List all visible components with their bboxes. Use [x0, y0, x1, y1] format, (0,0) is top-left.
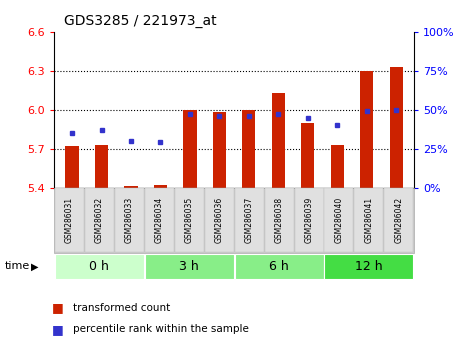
Text: time: time [5, 261, 30, 272]
Text: GSM286032: GSM286032 [95, 197, 104, 244]
Text: ▶: ▶ [31, 261, 38, 272]
Bar [301, 123, 315, 188]
Bar [360, 71, 373, 188]
Bar [331, 145, 344, 188]
Text: GDS3285 / 221973_at: GDS3285 / 221973_at [64, 14, 217, 28]
Bar [65, 146, 79, 188]
Text: GSM286033: GSM286033 [125, 197, 134, 244]
Bar [95, 145, 108, 188]
Text: ■: ■ [52, 302, 64, 314]
Bar [242, 110, 255, 188]
Text: 12 h: 12 h [355, 260, 383, 273]
Text: transformed count: transformed count [73, 303, 171, 313]
Text: GSM286036: GSM286036 [215, 197, 224, 244]
Bar [154, 185, 167, 188]
Text: GSM286041: GSM286041 [364, 197, 374, 244]
Text: GSM286031: GSM286031 [65, 197, 74, 244]
Bar [272, 93, 285, 188]
Bar [184, 110, 197, 188]
Text: ■: ■ [52, 323, 64, 336]
Bar [390, 67, 403, 188]
Text: GSM286038: GSM286038 [274, 197, 284, 244]
Text: GSM286040: GSM286040 [334, 197, 343, 244]
Text: GSM286034: GSM286034 [155, 197, 164, 244]
Text: GSM286035: GSM286035 [184, 197, 194, 244]
Text: 6 h: 6 h [269, 260, 289, 273]
Bar [213, 112, 226, 188]
Text: percentile rank within the sample: percentile rank within the sample [73, 324, 249, 334]
Text: 3 h: 3 h [179, 260, 199, 273]
Text: GSM286042: GSM286042 [394, 197, 403, 244]
Text: 0 h: 0 h [89, 260, 109, 273]
Text: GSM286039: GSM286039 [305, 197, 314, 244]
Bar [124, 186, 138, 188]
Text: GSM286037: GSM286037 [245, 197, 254, 244]
